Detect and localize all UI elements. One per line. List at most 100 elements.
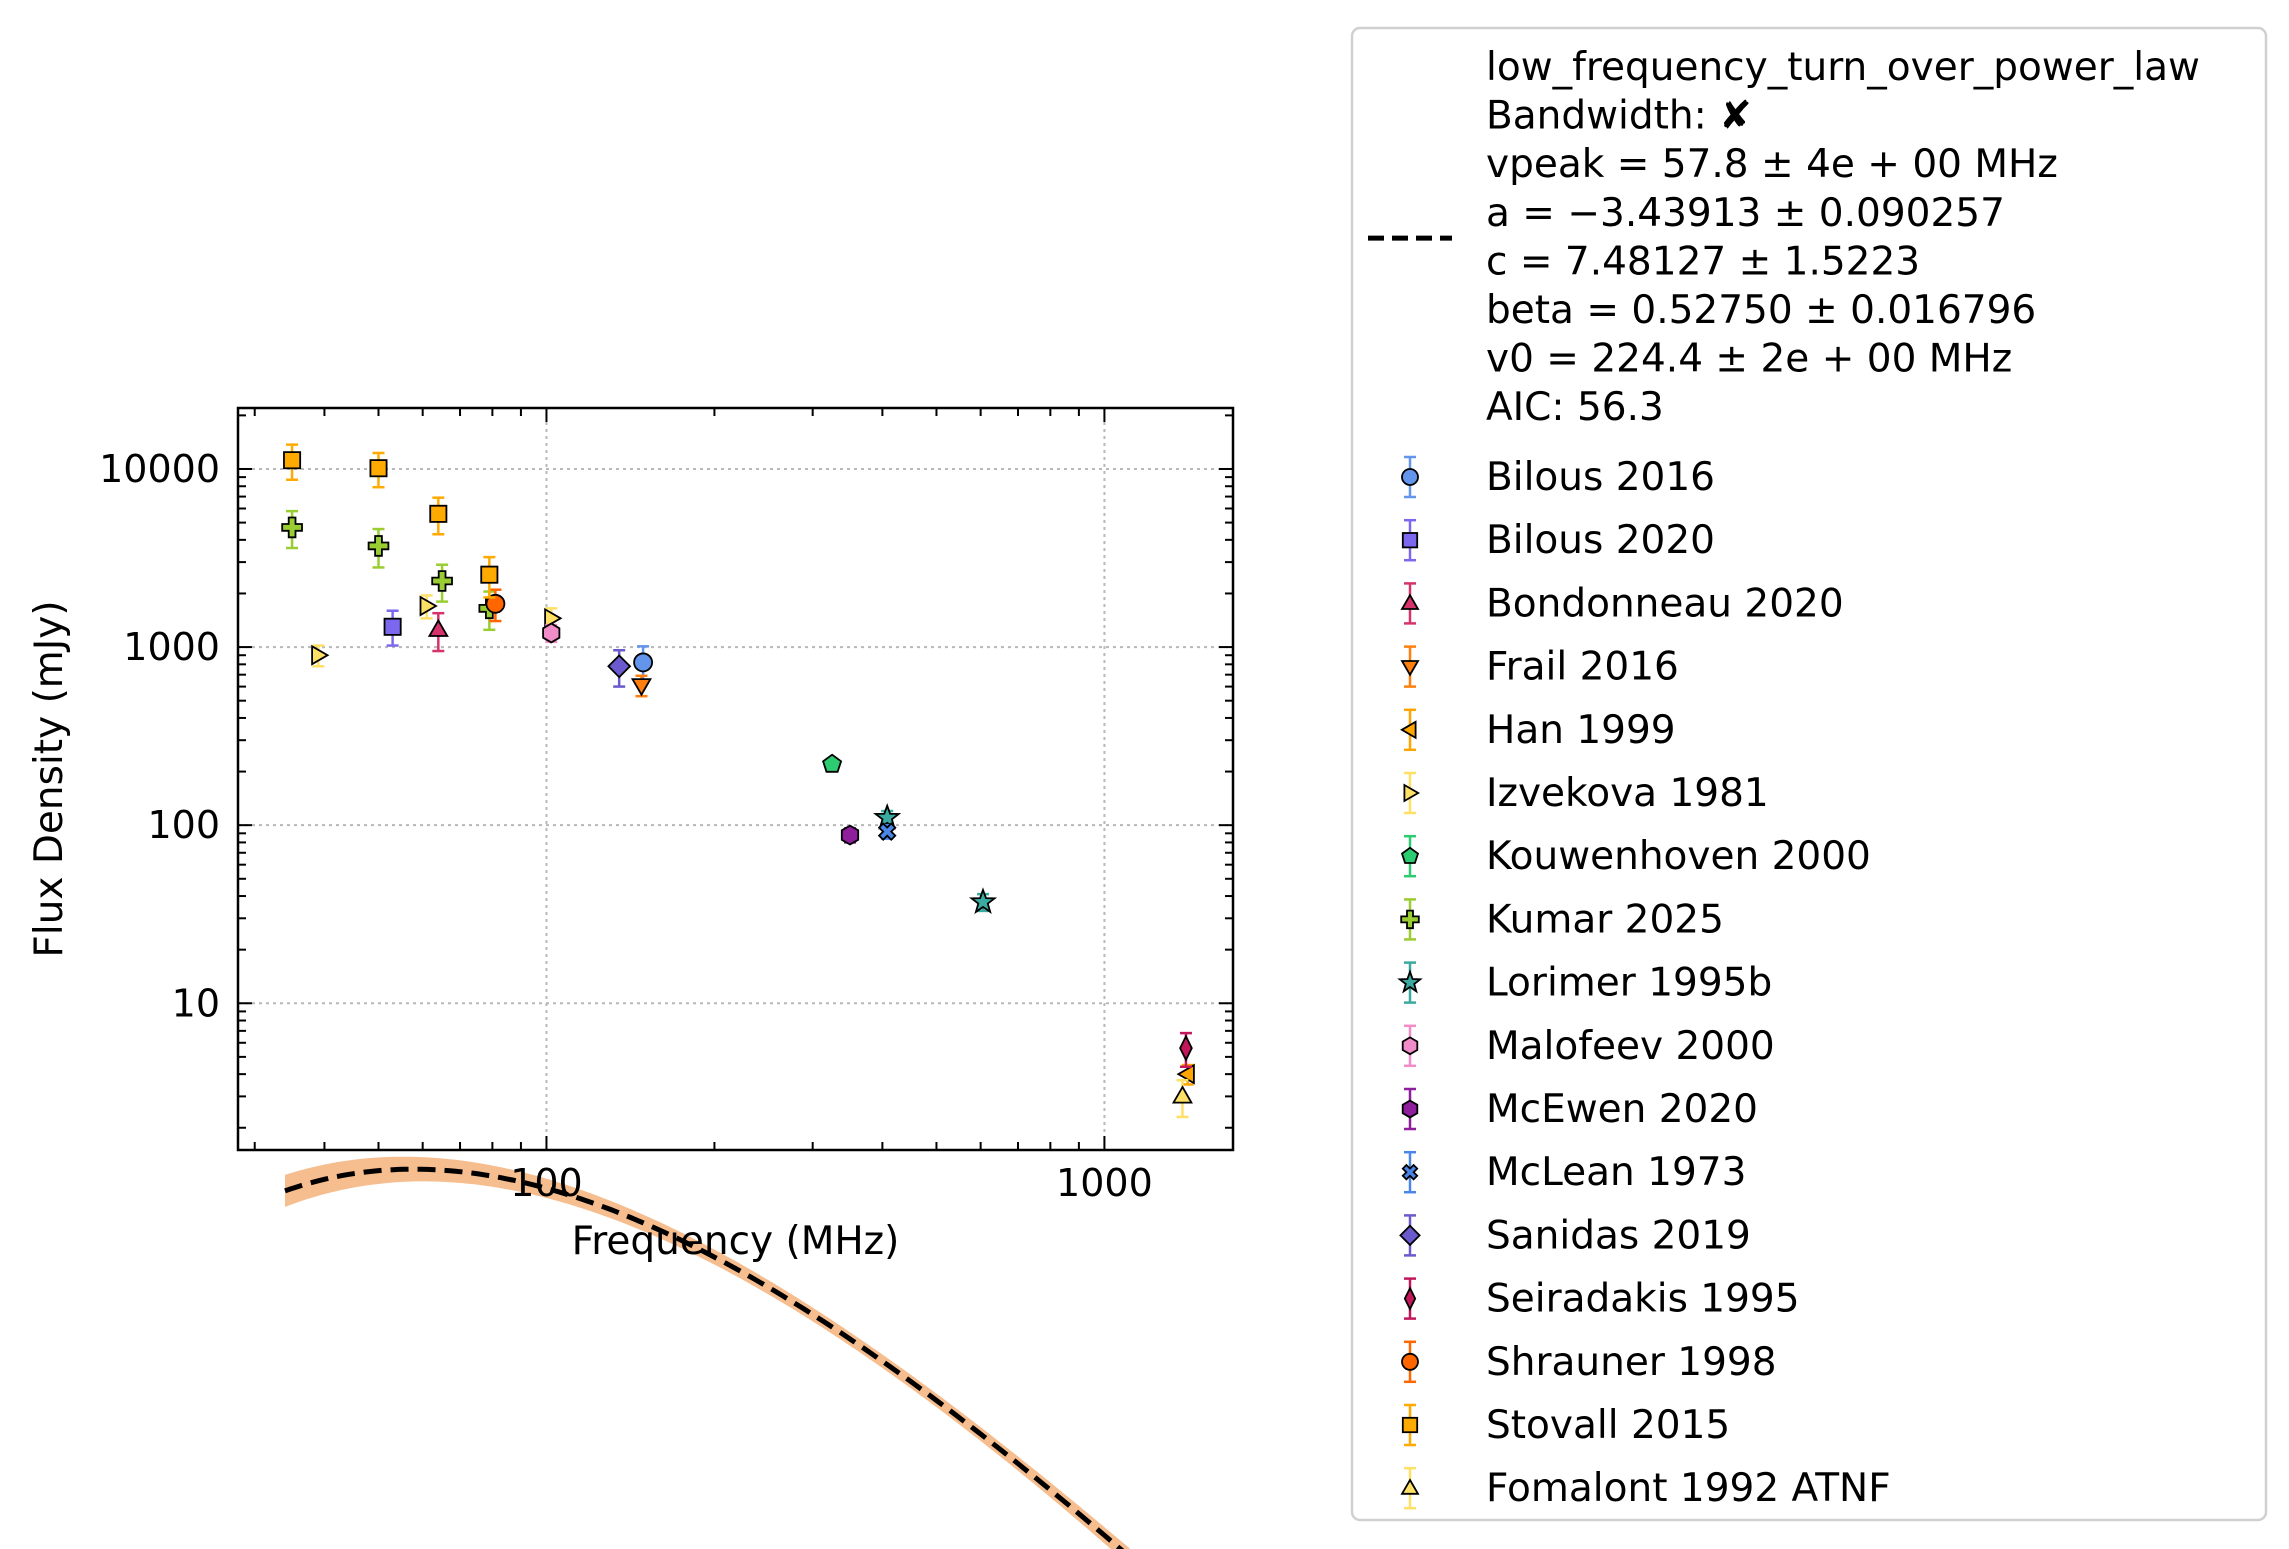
y-axis-title: Flux Density (mJy) [27,600,72,957]
legend-item: Izvekova 1981 [1403,771,1769,816]
plot-frame [236,406,1235,1152]
legend-label: Lorimer 1995b [1486,961,1772,1006]
legend-label: Bilous 2020 [1486,518,1715,563]
legend-item: Bondonneau 2020 [1400,581,1844,626]
legend-label: Bondonneau 2020 [1486,581,1844,626]
legend-label: Shrauner 1998 [1486,1340,1777,1385]
legend-marker [1400,593,1420,610]
legend-fit-label-line: c = 7.48127 ± 1.5223 [1486,239,1920,284]
legend-marker [1401,1163,1419,1181]
legend-item: Fomalont 1992 ATNF [1400,1466,1891,1511]
legend-item: Seiradakis 1995 [1403,1277,1800,1322]
fit-curve [284,1166,1125,1549]
series-kouwenhoven-2000 [822,753,843,773]
data-point [877,822,897,841]
series-shrauner-1998 [485,588,506,623]
x-axis-title: Frequency (MHz) [572,1219,900,1264]
legend-marker [1400,846,1420,864]
legend-label: Malofeev 2000 [1486,1024,1775,1069]
legend-item: Frail 2016 [1400,645,1679,690]
legend-label: Sanidas 2019 [1486,1213,1751,1258]
series-kumar-2025 [281,509,501,632]
legend-fit-label-line: a = −3.43913 ± 0.090257 [1486,191,2005,236]
series-frail-2016 [630,674,652,698]
series-mclean-1973 [877,822,897,841]
y-tick-label: 100 [147,803,220,847]
data-point [431,570,453,592]
legend-label: Bilous 2016 [1486,455,1715,500]
y-tick-label: 10 [172,981,220,1025]
data-points [281,443,1195,1119]
legend-fit-label-line: beta = 0.52750 ± 0.016796 [1486,288,2036,333]
legend-label: Frail 2016 [1486,645,1679,690]
legend-fit-label-line: low_frequency_turn_over_power_law [1486,45,2200,90]
legend-marker [1401,1352,1419,1371]
data-point [419,595,438,617]
legend-series-entries: Bilous 2016 Bilous 2020 Bondonneau 2020 Fra… [1397,455,1891,1511]
legend-marker [1397,969,1423,994]
data-point [542,622,561,644]
data-point [968,887,998,915]
legend-marker [1401,1416,1419,1434]
data-point [427,618,449,637]
legend-marker [1400,660,1420,677]
data-point [367,535,390,557]
legend-item: Kumar 2025 [1400,897,1724,942]
data-point [383,617,402,636]
legend-item: McLean 1973 [1401,1150,1746,1195]
legend-item: Bilous 2020 [1401,518,1715,563]
legend-label: Stovall 2015 [1486,1403,1730,1448]
legend-fit-label-line: vpeak = 57.8 ± 4e + 00 MHz [1486,142,2058,187]
legend-frame [1350,26,2268,1522]
legend-label: Seiradakis 1995 [1486,1277,1800,1322]
data-point [822,753,843,773]
series-bondonneau-2020 [427,611,449,653]
data-point [1176,1063,1195,1085]
legend-item: Han 1999 [1400,708,1676,753]
y-tick-label: 1000 [123,625,220,669]
data-point [283,451,302,470]
legend-item: Bilous 2016 [1401,455,1715,500]
data-point [1171,1085,1193,1104]
legend-marker [1399,1224,1421,1247]
legend-marker [1400,909,1420,930]
data-point [607,654,632,679]
series-seiradakis-1995 [1179,1031,1193,1069]
series-malofeev-2000 [542,622,561,644]
data-point [369,459,388,478]
fit-uncertainty-band [285,1156,1131,1549]
legend-item: Shrauner 1998 [1401,1340,1777,1385]
legend-fit-label-line: AIC: 56.3 [1486,385,1664,430]
legend-fit-label-line: v0 = 224.4 ± 2e + 00 MHz [1486,337,2012,382]
data-point [873,803,902,830]
series-bilous-2016 [633,645,653,685]
series-fomalont-1992-atnf [1171,1078,1193,1119]
legend-item: Lorimer 1995b [1397,961,1772,1006]
series-stovall-2015 [283,443,499,599]
legend-item: Kouwenhoven 2000 [1400,834,1871,879]
data-point [840,824,860,846]
legend-item: Sanidas 2019 [1399,1213,1751,1258]
legend-marker [1401,1099,1419,1119]
data-point [281,516,303,539]
data-point [1179,1034,1193,1062]
legend-label: Izvekova 1981 [1486,771,1769,816]
legend-marker [1401,468,1419,486]
fit-curve-layer [284,1166,1125,1549]
series-izvekova-1981 [311,594,563,668]
legend-item: Malofeev 2000 [1401,1024,1775,1069]
data-point [311,644,330,666]
data-point [485,593,506,614]
legend-label: Fomalont 1992 ATNF [1486,1466,1891,1511]
data-point [480,565,499,584]
data-point [630,678,652,697]
legend-marker [1401,1036,1419,1056]
legend-marker [1403,1286,1417,1312]
legend-item: Stovall 2015 [1401,1403,1730,1448]
legend-label: McLean 1973 [1486,1150,1746,1195]
data-point [429,504,448,523]
legend-item: McEwen 2020 [1401,1087,1758,1132]
x-tick-label: 100 [510,1161,583,1205]
legend-marker [1403,783,1420,803]
series-sanidas-2019 [607,648,632,688]
